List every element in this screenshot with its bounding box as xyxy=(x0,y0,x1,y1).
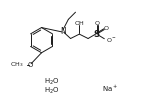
Text: O: O xyxy=(103,26,108,31)
Text: Na$^+$: Na$^+$ xyxy=(103,83,119,94)
Text: O: O xyxy=(94,21,99,26)
Text: S: S xyxy=(94,30,100,39)
Text: H$_2$O: H$_2$O xyxy=(44,77,60,87)
Text: N: N xyxy=(60,27,66,36)
Text: H$_2$O: H$_2$O xyxy=(44,86,60,96)
Text: O: O xyxy=(27,62,33,68)
Text: O$^-$: O$^-$ xyxy=(106,36,117,44)
Text: CH$_3$: CH$_3$ xyxy=(10,60,23,69)
Text: OH: OH xyxy=(74,21,84,26)
